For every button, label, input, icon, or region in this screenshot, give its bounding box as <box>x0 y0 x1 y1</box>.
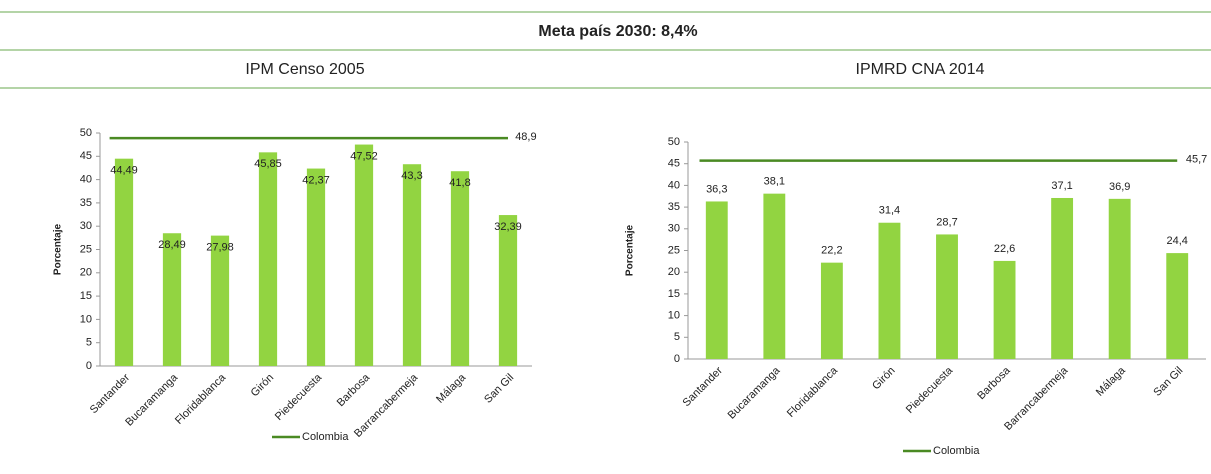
y-tick-label: 15 <box>668 288 680 300</box>
x-tick-label: Bucaramanga <box>123 371 181 429</box>
data-label: 28,49 <box>158 239 186 251</box>
bar <box>258 152 278 366</box>
y-tick-label: 15 <box>80 290 92 302</box>
x-tick-label: San Gil <box>482 372 516 406</box>
bar <box>210 235 230 366</box>
data-label: 36,3 <box>706 183 727 195</box>
x-tick-label: Santander <box>88 371 133 416</box>
x-tick-label: Málaga <box>1094 364 1129 399</box>
x-tick-label: Barrancabermeja <box>1002 364 1071 433</box>
data-label: 32,39 <box>494 221 522 233</box>
y-tick-label: 0 <box>86 360 92 372</box>
y-tick-label: 5 <box>86 337 92 349</box>
data-label: 48,9 <box>515 131 536 143</box>
y-tick-label: 45 <box>668 158 680 170</box>
bar <box>306 168 326 366</box>
x-tick-label: Floridablanca <box>785 364 841 420</box>
x-tick-label: Girón <box>249 372 277 400</box>
y-tick-label: 20 <box>668 266 680 278</box>
x-tick-label: Málaga <box>434 371 469 406</box>
heading: Meta país 2030: 8,4% <box>538 23 697 40</box>
x-tick-label: Barbosa <box>975 364 1013 402</box>
data-label: 36,9 <box>1109 181 1130 193</box>
legend-label: Colombia <box>933 445 980 457</box>
data-label: 22,6 <box>994 243 1015 255</box>
y-tick-label: 35 <box>80 197 92 209</box>
data-label: 28,7 <box>936 216 957 228</box>
bar <box>1166 253 1189 359</box>
bar <box>820 262 843 359</box>
legend-label: Colombia <box>302 431 349 443</box>
data-label: 24,4 <box>1167 235 1188 247</box>
data-label: 37,1 <box>1051 180 1072 192</box>
y-axis-label: Porcentaje <box>625 224 636 276</box>
chart-title: IPM Censo 2005 <box>245 61 364 78</box>
y-tick-label: 5 <box>674 331 680 343</box>
y-tick-label: 50 <box>80 127 92 139</box>
bar <box>1051 197 1074 359</box>
data-label: 45,85 <box>254 158 282 170</box>
x-tick-label: Piedecuesta <box>904 364 956 416</box>
chart-title: IPMRD CNA 2014 <box>856 61 985 78</box>
y-axis-label: Porcentaje <box>53 223 64 275</box>
x-tick-label: Barbosa <box>335 371 373 409</box>
bar <box>993 260 1016 359</box>
x-tick-label: Santander <box>681 364 726 409</box>
y-tick-label: 20 <box>80 267 92 279</box>
bar <box>114 158 134 366</box>
bar <box>1108 198 1131 359</box>
y-tick-label: 35 <box>668 201 680 213</box>
y-tick-label: 30 <box>668 223 680 235</box>
y-tick-label: 45 <box>80 150 92 162</box>
bar <box>763 193 786 359</box>
y-tick-label: 25 <box>80 243 92 255</box>
x-tick-label: Girón <box>870 365 898 393</box>
x-tick-label: Piedecuesta <box>273 371 325 423</box>
x-tick-label: Floridablanca <box>173 371 229 427</box>
y-tick-label: 10 <box>80 313 92 325</box>
bar <box>936 234 958 359</box>
data-label: 27,98 <box>206 242 234 254</box>
y-tick-label: 25 <box>668 244 680 256</box>
data-label: 31,4 <box>879 205 900 217</box>
data-label: 47,52 <box>350 150 378 162</box>
y-tick-label: 40 <box>80 174 92 186</box>
y-tick-label: 30 <box>80 220 92 232</box>
data-label: 44,49 <box>110 165 138 177</box>
x-tick-label: Bucaramanga <box>726 364 784 422</box>
data-label: 22,2 <box>821 245 842 257</box>
data-label: 42,37 <box>302 174 330 186</box>
bar <box>162 233 182 366</box>
y-tick-label: 0 <box>674 353 680 365</box>
data-label: 38,1 <box>764 176 785 188</box>
data-label: 41,8 <box>449 177 470 189</box>
x-tick-label: San Gil <box>1151 365 1185 399</box>
bar <box>450 171 470 366</box>
data-label: 45,7 <box>1186 154 1207 166</box>
bar <box>498 215 518 366</box>
bar <box>878 222 901 359</box>
bar <box>354 144 374 366</box>
data-label: 43,3 <box>401 170 422 182</box>
y-tick-label: 40 <box>668 179 680 191</box>
bar <box>705 201 728 359</box>
y-tick-label: 50 <box>668 136 680 148</box>
bar <box>402 164 422 366</box>
y-tick-label: 10 <box>668 310 680 322</box>
